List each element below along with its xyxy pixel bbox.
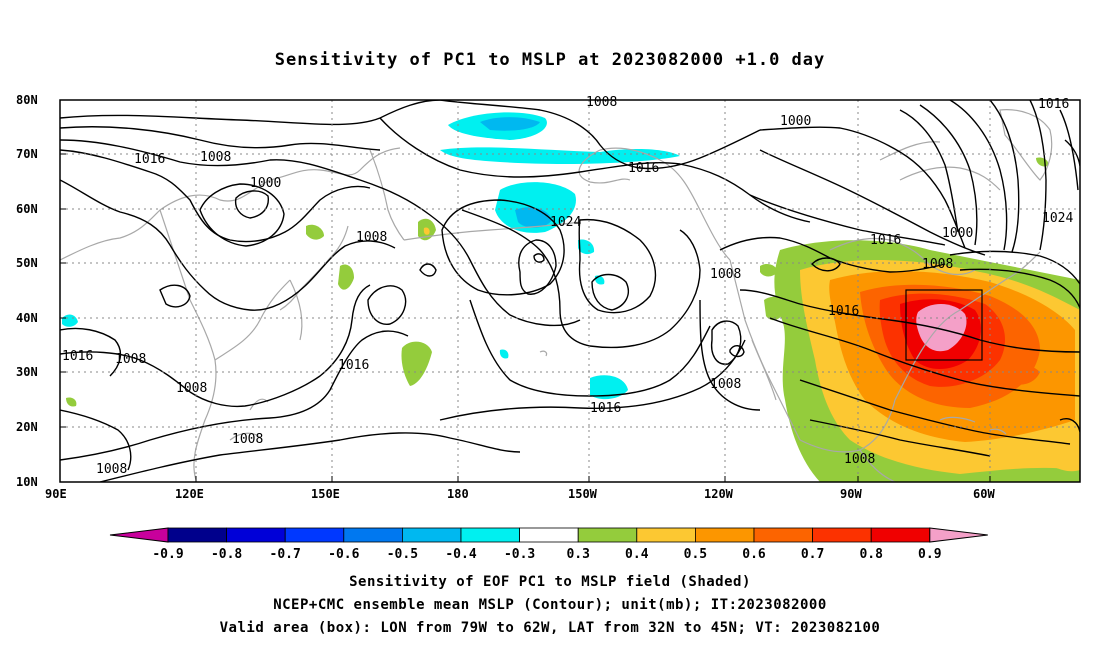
contour-label: 1008	[176, 381, 207, 396]
colorbar-box	[519, 527, 579, 543]
colorbar-box	[695, 527, 755, 543]
contour-label: 1008	[115, 352, 146, 367]
positive-sensitivity-shading	[66, 157, 1080, 482]
contour-label: 1024	[1042, 211, 1073, 226]
contour-label: 1008	[586, 95, 617, 110]
lat-label: 60N	[16, 202, 38, 216]
valid-area-box	[905, 289, 983, 361]
colorbar-tick-label: 0.9	[918, 547, 941, 562]
footer-line-1: Sensitivity of EOF PC1 to MSLP field (Sh…	[349, 574, 751, 590]
colorbar-tick-label: 0.3	[566, 547, 589, 562]
colorbar-box	[284, 527, 345, 543]
lon-label: 90E	[45, 487, 67, 501]
contour-label: 1016	[828, 304, 859, 319]
colorbar-tick-label: -0.6	[328, 547, 359, 562]
lat-label: 50N	[16, 256, 38, 270]
colorbar-tick-label: 0.5	[684, 547, 707, 562]
lon-label: 120E	[175, 487, 204, 501]
lat-label: 40N	[16, 311, 38, 325]
lat-label: 80N	[16, 93, 38, 107]
colorbar-tick-label: 0.6	[742, 547, 766, 562]
lon-label: 150W	[568, 487, 598, 501]
map-title: Sensitivity of PC1 to MSLP at 2023082000…	[274, 50, 826, 70]
latitude-labels: 80N 70N 60N 50N 40N 30N 20N 10N	[16, 93, 38, 489]
lon-label: 90W	[840, 487, 862, 501]
contour-label: 1024	[550, 215, 581, 230]
gridlines	[60, 100, 1080, 482]
colorbar-min-triangle	[109, 527, 169, 543]
contour-label: 1016	[338, 358, 369, 373]
contour-label: 1008	[844, 452, 875, 467]
contour-label: 1016	[62, 349, 93, 364]
colorbar-box	[812, 527, 872, 543]
contour-label: 1008	[200, 150, 231, 165]
colorbar-tick-label: -0.9	[152, 547, 183, 562]
colorbar-box	[401, 527, 462, 543]
colorbar-max-triangle	[929, 527, 988, 543]
colorbar-box	[343, 527, 403, 543]
footer-line-2: NCEP+CMC ensemble mean MSLP (Contour); u…	[273, 597, 827, 613]
colorbar-box	[870, 527, 931, 543]
contour-label: 1000	[942, 226, 973, 241]
contour-label: 1008	[96, 462, 127, 477]
colorbar-box	[226, 527, 286, 543]
contour-label: 1000	[780, 114, 811, 129]
tick-marks	[59, 99, 991, 483]
contour-labels: 1008 1016 1016 1008 1000 1016 1008 1000 …	[62, 95, 1073, 477]
colorbar-tick-label: -0.3	[504, 547, 535, 562]
lon-label: 180	[447, 487, 469, 501]
colorbar: -0.9 -0.8 -0.7 -0.6 -0.5 -0.4 -0.3 0.3 0.4 0.5 0.6…	[109, 527, 988, 562]
lon-label: 150E	[311, 487, 340, 501]
contour-label: 1016	[628, 161, 659, 176]
colorbar-tick-label: 0.4	[625, 547, 649, 562]
negative-sensitivity-shading	[62, 112, 680, 400]
lat-label: 30N	[16, 365, 38, 379]
lon-label: 60W	[973, 487, 995, 501]
lon-label: 120W	[704, 487, 734, 501]
contour-label: 1016	[590, 401, 621, 416]
colorbar-boxes	[109, 527, 988, 543]
contour-label: 1008	[232, 432, 263, 447]
colorbar-box	[577, 527, 638, 543]
lat-label: 20N	[16, 420, 38, 434]
longitude-labels: 90E 120E 150E 180 150W 120W 90W 60W	[45, 487, 995, 501]
colorbar-box	[636, 527, 696, 543]
lat-label: 70N	[16, 147, 38, 161]
contour-label: 1016	[134, 152, 165, 167]
sensitivity-map: 1008 1016 1016 1008 1000 1016 1008 1000 …	[16, 93, 1081, 501]
contour-label: 1016	[870, 233, 901, 248]
colorbar-tick-label: -0.7	[270, 547, 301, 562]
colorbar-tick-label: 0.7	[801, 547, 824, 562]
colorbar-tick-label: 0.8	[859, 547, 883, 562]
contour-label: 1000	[250, 176, 281, 191]
map-border	[59, 99, 1081, 483]
colorbar-tick-label: -0.4	[445, 547, 476, 562]
colorbar-labels: -0.9 -0.8 -0.7 -0.6 -0.5 -0.4 -0.3 0.3 0.4 0.5 0.6…	[152, 547, 941, 562]
contour-label: 1008	[356, 230, 387, 245]
contour-label: 1008	[922, 257, 953, 272]
contour-label: 1008	[710, 267, 741, 282]
colorbar-box	[753, 527, 813, 543]
colorbar-box	[460, 527, 520, 543]
contour-label: 1008	[710, 377, 741, 392]
footer-line-3: Valid area (box): LON from 79W to 62W, L…	[219, 620, 881, 636]
colorbar-box	[167, 527, 227, 543]
lat-label: 10N	[16, 475, 38, 489]
colorbar-tick-label: -0.8	[211, 547, 242, 562]
colorbar-tick-label: -0.5	[387, 547, 418, 562]
mslp-contours	[60, 100, 1080, 482]
